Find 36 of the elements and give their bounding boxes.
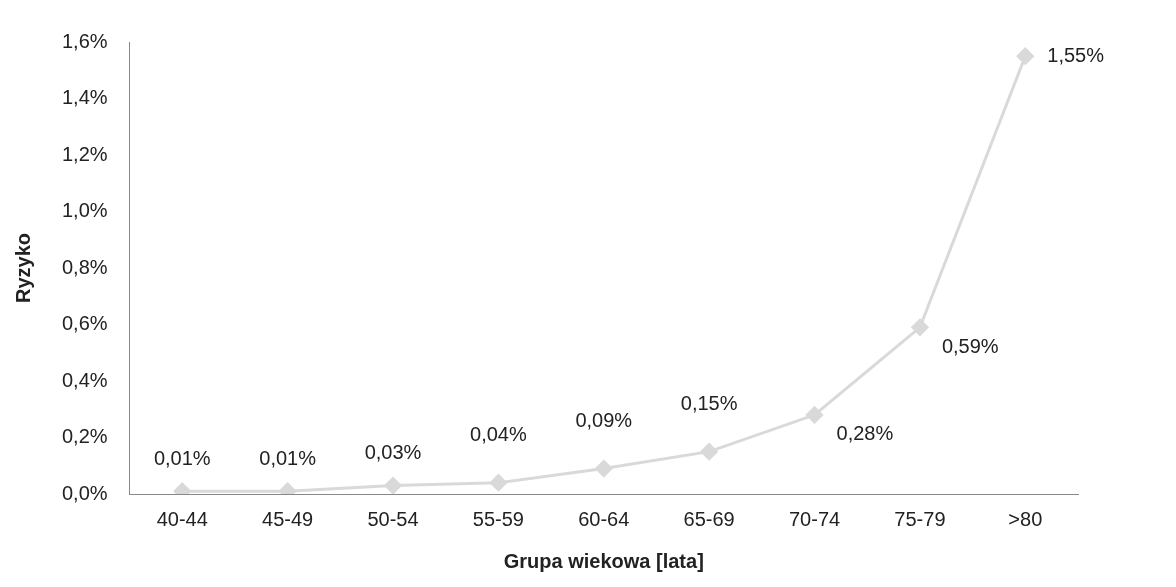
y-tick-label: 0,0% [61, 481, 108, 504]
data-label: 0,09% [575, 409, 633, 432]
data-label: 1,55% [1047, 43, 1105, 66]
data-label: 0,28% [836, 422, 894, 445]
x-tick-label: 45-49 [262, 507, 314, 530]
x-tick-label: 40-44 [156, 507, 208, 530]
point [384, 477, 402, 494]
x-axis-title: Grupa wiekowa [lata] [503, 549, 704, 572]
x-tick-label: 60-64 [578, 507, 630, 530]
data-label: 0,15% [680, 392, 738, 415]
x-tick-label: 50-54 [367, 507, 419, 530]
data-label: 0,01% [259, 446, 317, 469]
y-tick-label: 1,0% [61, 199, 108, 222]
y-tick-label: 0,8% [61, 255, 108, 278]
x-tick-label: 70-74 [788, 507, 841, 530]
data-label: 0,04% [470, 423, 527, 446]
x-tick-label: 75-79 [894, 507, 946, 530]
point [489, 474, 507, 492]
data-label: 0,03% [364, 441, 422, 464]
y-tick-label: 0,2% [61, 425, 108, 448]
data-label: 0,59% [941, 334, 999, 357]
point [700, 443, 718, 461]
point [806, 406, 824, 424]
y-tick-label: 0,6% [61, 312, 108, 335]
y-tick-label: 1,2% [61, 142, 108, 165]
x-tick-label: >80 [1008, 507, 1043, 530]
x-tick-label: 65-69 [683, 507, 735, 530]
y-tick-label: 1,4% [61, 86, 108, 109]
y-tick-label: 0,4% [61, 368, 108, 391]
y-tick-label: 1,6% [61, 29, 108, 52]
point [595, 460, 613, 478]
point [911, 318, 929, 336]
x-tick-label: 55-59 [472, 507, 524, 530]
y-axis-title: Ryzyko [11, 232, 34, 304]
point [1016, 47, 1034, 65]
data-label: 0,01% [153, 446, 211, 469]
